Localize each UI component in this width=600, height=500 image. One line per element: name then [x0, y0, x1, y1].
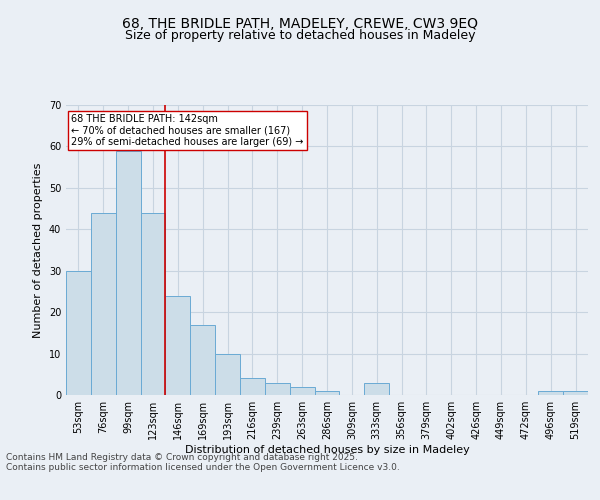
- Bar: [538, 391, 563, 395]
- Bar: [190, 324, 215, 395]
- Y-axis label: Number of detached properties: Number of detached properties: [33, 162, 43, 338]
- Text: Size of property relative to detached houses in Madeley: Size of property relative to detached ho…: [125, 29, 475, 42]
- Text: 68 THE BRIDLE PATH: 142sqm
← 70% of detached houses are smaller (167)
29% of sem: 68 THE BRIDLE PATH: 142sqm ← 70% of deta…: [71, 114, 304, 147]
- Text: 68, THE BRIDLE PATH, MADELEY, CREWE, CW3 9EQ: 68, THE BRIDLE PATH, MADELEY, CREWE, CW3…: [122, 18, 478, 32]
- Text: Contains HM Land Registry data © Crown copyright and database right 2025.: Contains HM Land Registry data © Crown c…: [6, 454, 358, 462]
- Bar: [215, 354, 240, 395]
- Bar: [290, 386, 314, 395]
- Bar: [265, 382, 290, 395]
- X-axis label: Distribution of detached houses by size in Madeley: Distribution of detached houses by size …: [185, 445, 469, 455]
- Bar: [240, 378, 265, 395]
- Bar: [91, 212, 116, 395]
- Bar: [116, 150, 140, 395]
- Bar: [364, 382, 389, 395]
- Bar: [66, 270, 91, 395]
- Bar: [166, 296, 190, 395]
- Bar: [314, 391, 340, 395]
- Text: Contains public sector information licensed under the Open Government Licence v3: Contains public sector information licen…: [6, 464, 400, 472]
- Bar: [140, 212, 166, 395]
- Bar: [563, 391, 588, 395]
